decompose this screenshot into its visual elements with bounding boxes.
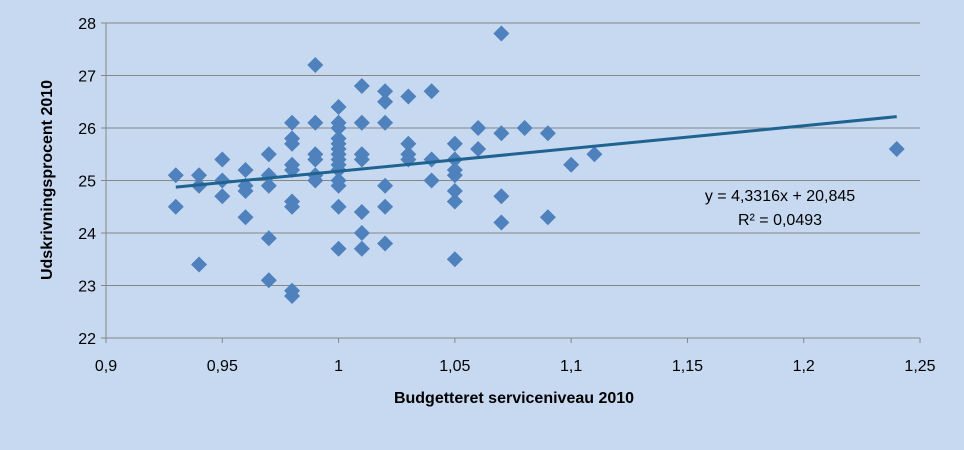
data-point bbox=[539, 125, 556, 142]
y-tick-label: 27 bbox=[78, 69, 96, 86]
data-point bbox=[284, 135, 301, 152]
data-point bbox=[260, 230, 277, 247]
y-tick-label: 22 bbox=[78, 331, 96, 348]
data-point bbox=[330, 120, 347, 136]
y-axis-title: Udskrivningsprocent 2010 bbox=[39, 80, 56, 280]
data-point bbox=[237, 183, 254, 199]
data-point bbox=[377, 198, 394, 215]
x-axis-title: Budgetteret serviceniveau 2010 bbox=[394, 390, 634, 407]
y-tick-label: 23 bbox=[78, 279, 96, 296]
data-point bbox=[260, 177, 277, 194]
data-point bbox=[214, 188, 231, 205]
trendline-r2: R² = 0,0493 bbox=[738, 212, 822, 229]
data-point bbox=[493, 188, 510, 205]
x-tick-label: 1 bbox=[334, 358, 343, 375]
data-point bbox=[330, 177, 347, 194]
y-tick-labels: 22 23 24 25 26 27 28 bbox=[78, 16, 96, 348]
data-point bbox=[353, 78, 370, 94]
data-point bbox=[353, 225, 370, 241]
x-tick-label: 0,9 bbox=[95, 358, 117, 375]
x-tick-label: 1,2 bbox=[793, 358, 815, 375]
data-point bbox=[167, 198, 184, 215]
data-point bbox=[353, 151, 370, 168]
data-point bbox=[493, 214, 510, 231]
data-point bbox=[446, 135, 463, 152]
data-point bbox=[353, 240, 370, 257]
data-point bbox=[446, 193, 463, 210]
data-point bbox=[516, 120, 533, 136]
data-point bbox=[470, 120, 487, 136]
data-point bbox=[423, 83, 440, 100]
x-tick-label: 1,05 bbox=[439, 358, 470, 375]
data-point bbox=[260, 146, 277, 163]
data-point bbox=[330, 99, 347, 115]
gridlines bbox=[101, 22, 920, 339]
data-point bbox=[470, 141, 487, 157]
data-point bbox=[888, 141, 905, 157]
data-point bbox=[307, 57, 324, 73]
data-point bbox=[423, 172, 440, 189]
trendline-equation: y = 4,3316x + 20,845 bbox=[705, 188, 855, 205]
data-point bbox=[377, 114, 394, 131]
y-tick-label: 24 bbox=[78, 226, 96, 243]
x-tick-label: 1,1 bbox=[560, 358, 582, 375]
data-point bbox=[330, 240, 347, 257]
data-point bbox=[377, 235, 394, 252]
x-tick-labels: 0,9 0,95 1 1,05 1,1 1,15 1,2 1,25 bbox=[95, 358, 936, 375]
data-point bbox=[400, 88, 417, 105]
y-tick-label: 26 bbox=[78, 121, 96, 138]
data-point bbox=[284, 114, 301, 131]
data-point bbox=[167, 167, 184, 184]
y-tick-label: 25 bbox=[78, 174, 96, 191]
data-point bbox=[284, 198, 301, 215]
trendline bbox=[175, 115, 897, 189]
data-point bbox=[377, 93, 394, 110]
data-point bbox=[191, 167, 208, 184]
data-point bbox=[377, 83, 394, 100]
data-point bbox=[586, 146, 603, 163]
data-point bbox=[400, 135, 417, 152]
data-point bbox=[493, 25, 510, 42]
data-point bbox=[563, 156, 580, 173]
data-point bbox=[446, 167, 463, 184]
data-point bbox=[214, 172, 231, 189]
data-point bbox=[539, 209, 556, 226]
data-point bbox=[330, 198, 347, 215]
data-point bbox=[307, 114, 324, 131]
data-point bbox=[237, 209, 254, 226]
x-tick-label: 1,15 bbox=[672, 358, 703, 375]
data-point bbox=[307, 151, 324, 168]
data-point bbox=[353, 204, 370, 220]
data-point bbox=[307, 172, 324, 189]
x-tick-label: 0,95 bbox=[207, 358, 238, 375]
data-point bbox=[260, 272, 277, 289]
data-point bbox=[353, 114, 370, 131]
data-point bbox=[446, 183, 463, 199]
data-point bbox=[191, 256, 208, 273]
data-point bbox=[377, 177, 394, 194]
data-point bbox=[493, 125, 510, 142]
axes bbox=[105, 23, 921, 343]
data-point bbox=[446, 251, 463, 268]
x-tick-label: 1,25 bbox=[904, 358, 935, 375]
data-point bbox=[214, 151, 231, 168]
y-tick-label: 28 bbox=[78, 16, 96, 33]
data-point bbox=[284, 288, 301, 304]
data-point bbox=[237, 162, 254, 178]
